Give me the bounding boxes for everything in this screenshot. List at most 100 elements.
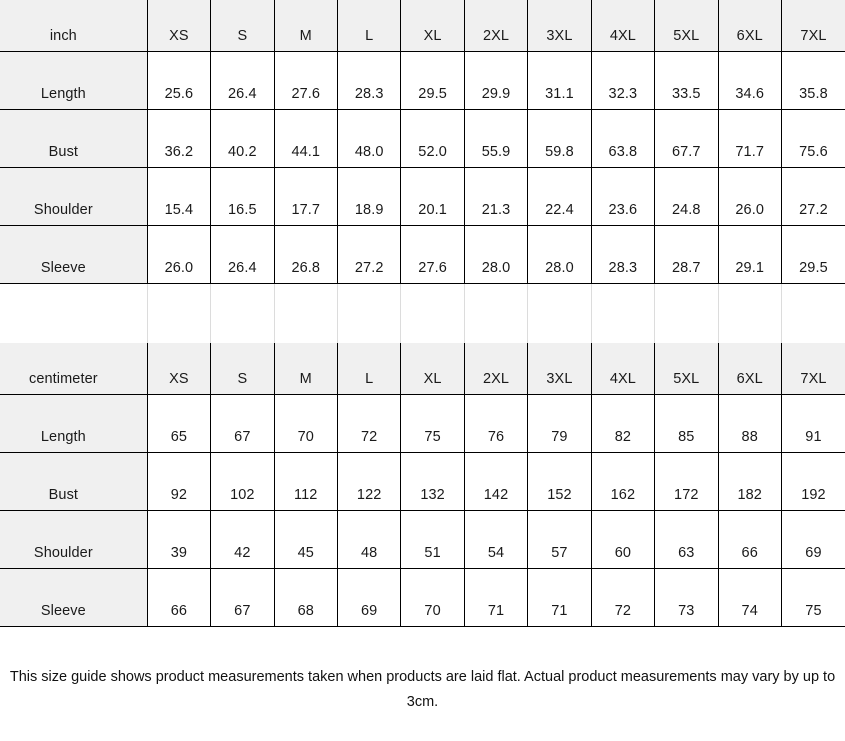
measurement-value: 17.7 bbox=[274, 167, 338, 226]
table-row: Length 65 67 70 72 75 76 79 82 85 88 91 bbox=[0, 394, 845, 453]
measurement-value: 18.9 bbox=[337, 167, 402, 226]
measurement-value: 29.9 bbox=[464, 51, 529, 110]
measurement-value: 28.0 bbox=[527, 225, 592, 284]
spacer-cell bbox=[591, 283, 656, 343]
measurement-value: 57 bbox=[527, 510, 592, 569]
measurement-value: 66 bbox=[718, 510, 782, 569]
spacer-cell bbox=[274, 283, 338, 343]
measurement-label: Shoulder bbox=[0, 510, 148, 569]
measurement-value: 63 bbox=[654, 510, 719, 569]
measurement-value: 88 bbox=[718, 394, 782, 453]
measurement-value: 102 bbox=[210, 452, 275, 511]
size-column-header: 3XL bbox=[527, 0, 592, 52]
size-column-header: 6XL bbox=[718, 343, 782, 395]
measurement-value: 44.1 bbox=[274, 109, 338, 168]
table-row: Sleeve 66 67 68 69 70 71 71 72 73 74 75 bbox=[0, 568, 845, 627]
measurement-value: 65 bbox=[147, 394, 212, 453]
measurement-value: 60 bbox=[591, 510, 656, 569]
measurement-value: 23.6 bbox=[591, 167, 656, 226]
size-column-header: 6XL bbox=[718, 0, 782, 52]
measurement-value: 20.1 bbox=[400, 167, 465, 226]
measurement-value: 27.6 bbox=[400, 225, 465, 284]
size-column-header: 2XL bbox=[464, 343, 529, 395]
measurement-value: 71 bbox=[464, 568, 529, 627]
measurement-value: 75 bbox=[781, 568, 845, 627]
measurement-value: 69 bbox=[781, 510, 845, 569]
measurement-value: 28.3 bbox=[591, 225, 656, 284]
measurement-value: 52.0 bbox=[400, 109, 465, 168]
measurement-value: 29.1 bbox=[718, 225, 782, 284]
measurement-value: 29.5 bbox=[400, 51, 465, 110]
measurement-value: 162 bbox=[591, 452, 656, 511]
measurement-value: 26.0 bbox=[718, 167, 782, 226]
measurement-value: 35.8 bbox=[781, 51, 845, 110]
size-column-header: 5XL bbox=[654, 0, 719, 52]
size-column-header: L bbox=[337, 343, 402, 395]
measurement-value: 85 bbox=[654, 394, 719, 453]
size-column-header: XL bbox=[400, 343, 465, 395]
measurement-value: 32.3 bbox=[591, 51, 656, 110]
size-column-header: 7XL bbox=[781, 0, 845, 52]
size-guide-footnote: This size guide shows product measuremen… bbox=[9, 668, 836, 710]
measurement-value: 15.4 bbox=[147, 167, 212, 226]
size-column-header: 3XL bbox=[527, 343, 592, 395]
measurement-value: 122 bbox=[337, 452, 402, 511]
spacer-cell bbox=[337, 283, 402, 343]
measurement-value: 55.9 bbox=[464, 109, 529, 168]
measurement-value: 182 bbox=[718, 452, 782, 511]
size-column-header: 4XL bbox=[591, 343, 656, 395]
size-column-header: 5XL bbox=[654, 343, 719, 395]
measurement-value: 59.8 bbox=[527, 109, 592, 168]
measurement-value: 75.6 bbox=[781, 109, 845, 168]
table-row: Bust 92 102 112 122 132 142 152 162 172 182 192 bbox=[0, 452, 845, 511]
measurement-value: 67.7 bbox=[654, 109, 719, 168]
measurement-value: 54 bbox=[464, 510, 529, 569]
measurement-value: 70 bbox=[400, 568, 465, 627]
measurement-value: 91 bbox=[781, 394, 845, 453]
measurement-value: 26.0 bbox=[147, 225, 212, 284]
measurement-label: Sleeve bbox=[0, 225, 148, 284]
measurement-value: 26.4 bbox=[210, 225, 275, 284]
measurement-label: Sleeve bbox=[0, 568, 148, 627]
table-row: Length 25.6 26.4 27.6 28.3 29.5 29.9 31.1 32.3 33… bbox=[0, 51, 845, 110]
table-row: Shoulder 15.4 16.5 17.7 18.9 20.1 21.3 22.4 23.6… bbox=[0, 167, 845, 226]
measurement-value: 22.4 bbox=[527, 167, 592, 226]
spacer-cell bbox=[147, 283, 212, 343]
size-guide: inch XS S M L XL 2XL 3XL 4XL 5XL 6XL 7XL Length 25.6 2… bbox=[0, 0, 845, 710]
measurement-value: 27.6 bbox=[274, 51, 338, 110]
measurement-label: Bust bbox=[0, 452, 148, 511]
table-spacer-row bbox=[0, 283, 845, 343]
table-header-row: inch XS S M L XL 2XL 3XL 4XL 5XL 6XL 7XL bbox=[0, 0, 845, 52]
size-column-header: L bbox=[337, 0, 402, 52]
measurement-value: 71.7 bbox=[718, 109, 782, 168]
measurement-value: 33.5 bbox=[654, 51, 719, 110]
measurement-value: 24.8 bbox=[654, 167, 719, 226]
size-column-header: XS bbox=[147, 343, 212, 395]
size-chart-body: inch XS S M L XL 2XL 3XL 4XL 5XL 6XL 7XL Length 25.6 2… bbox=[0, 0, 845, 627]
measurement-value: 152 bbox=[527, 452, 592, 511]
measurement-value: 28.3 bbox=[337, 51, 402, 110]
measurement-label: Bust bbox=[0, 109, 148, 168]
measurement-value: 28.7 bbox=[654, 225, 719, 284]
spacer-cell bbox=[464, 283, 529, 343]
measurement-value: 48 bbox=[337, 510, 402, 569]
size-column-header: XS bbox=[147, 0, 212, 52]
measurement-value: 63.8 bbox=[591, 109, 656, 168]
measurement-value: 79 bbox=[527, 394, 592, 453]
size-column-header: S bbox=[210, 0, 275, 52]
measurement-value: 36.2 bbox=[147, 109, 212, 168]
measurement-value: 16.5 bbox=[210, 167, 275, 226]
measurement-value: 66 bbox=[147, 568, 212, 627]
table-header-row: centimeter XS S M L XL 2XL 3XL 4XL 5XL 6XL 7XL bbox=[0, 343, 845, 395]
spacer-cell bbox=[527, 283, 592, 343]
measurement-value: 132 bbox=[400, 452, 465, 511]
measurement-value: 40.2 bbox=[210, 109, 275, 168]
measurement-value: 26.4 bbox=[210, 51, 275, 110]
measurement-value: 172 bbox=[654, 452, 719, 511]
measurement-value: 70 bbox=[274, 394, 338, 453]
spacer-cell bbox=[0, 283, 148, 343]
measurement-label: Length bbox=[0, 394, 148, 453]
table-row: Shoulder 39 42 45 48 51 54 57 60 63 66 69 bbox=[0, 510, 845, 569]
measurement-value: 31.1 bbox=[527, 51, 592, 110]
measurement-value: 27.2 bbox=[781, 167, 845, 226]
